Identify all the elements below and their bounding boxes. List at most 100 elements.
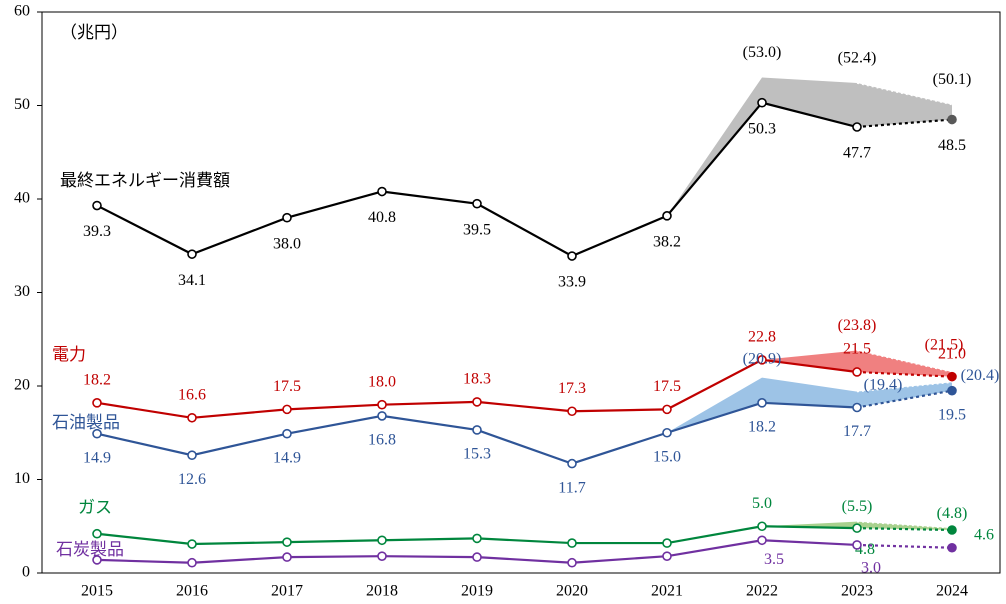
data-point [757,398,767,408]
range-label: (52.4) [838,50,877,67]
data-point [377,535,387,546]
data-point [947,542,957,553]
data-label: 38.0 [273,235,301,252]
range-label: (53.0) [743,44,782,61]
data-point [757,97,767,108]
data-point [92,528,102,539]
data-point [472,425,482,435]
data-point [757,535,767,546]
data-label: 15.0 [653,448,681,465]
data-label: 17.7 [843,423,871,440]
data-label: 34.1 [178,272,206,289]
range-band-edge [856,381,953,393]
data-point [567,557,577,568]
data-point [472,198,482,209]
data-point [662,538,672,548]
y-tick-label: 40 [14,190,30,207]
data-point [472,552,482,562]
data-label: 18.3 [463,371,491,388]
data-point [662,404,672,415]
x-tick-label: 2023 [841,583,873,600]
data-label: 47.7 [843,145,871,162]
y-tick-label: 20 [14,377,30,394]
data-point [852,122,862,132]
data-point [282,552,292,562]
data-point [757,521,767,532]
series-name: 石油製品 [52,413,120,433]
data-label: 17.3 [558,380,586,397]
data-point [377,551,387,561]
range-label: (50.1) [933,71,972,88]
y-tick-label: 60 [14,3,30,20]
data-point [377,186,387,197]
data-point [92,428,102,439]
data-label: 5.0 [752,495,772,512]
data-label: 17.5 [273,378,301,395]
range-band-edge [856,520,953,529]
data-label: 12.6 [178,471,206,488]
data-label: 11.7 [558,479,585,496]
x-tick-label: 2019 [461,583,493,600]
data-point [662,427,672,438]
data-label: 38.2 [653,234,681,251]
range-label: (23.8) [838,317,877,334]
data-label: 14.9 [273,449,301,466]
data-point [282,428,292,439]
y-tick-label: 10 [14,470,30,487]
data-point [377,399,387,410]
data-label: 14.9 [83,449,111,466]
data-point [947,525,957,535]
x-tick-label: 2015 [81,583,113,600]
x-tick-label: 2021 [651,583,683,600]
data-point [187,539,197,549]
unit-label: （兆円） [60,23,128,43]
series-name: 電力 [52,345,86,365]
data-label: 21.5 [843,341,871,358]
data-point [567,251,577,261]
range-band-edge [856,82,953,106]
data-point [567,458,577,469]
data-point [282,404,292,415]
series-line-projected [856,527,953,532]
range-band-edge [856,349,953,373]
data-label: 16.8 [368,432,396,449]
x-tick-label: 2018 [366,583,398,600]
series-line-projected [856,118,953,129]
y-tick-label: 50 [14,96,30,113]
series-line-projected [856,543,953,549]
x-tick-label: 2016 [176,583,208,600]
y-tick-label: 0 [22,564,30,581]
data-point [947,385,957,396]
data-label: 48.5 [938,137,966,154]
x-tick-label: 2024 [936,583,968,600]
data-point [282,537,292,547]
data-label: 39.5 [463,221,491,238]
data-point [187,557,197,568]
data-point [947,114,957,125]
data-point [187,249,197,259]
data-label: 22.8 [748,328,776,345]
data-point [852,367,862,377]
series-name: 石炭製品 [56,540,124,560]
data-label: 18.2 [748,419,776,436]
range-label: (5.5) [842,498,873,515]
data-point [757,355,767,365]
data-label: 18.2 [83,372,111,389]
data-label: 16.6 [178,386,206,403]
range-label: (19.4) [864,376,903,393]
data-label: 4.6 [974,527,994,544]
range-band [762,350,952,377]
data-point [187,450,197,460]
data-point [282,212,292,223]
data-label: 33.9 [558,274,586,291]
series-line-projected [856,370,953,378]
range-label: (20.9) [743,350,782,367]
y-tick-label: 30 [14,283,30,300]
series-name: 最終エネルギー消費額 [60,171,230,191]
data-point [92,555,102,565]
data-point [852,523,862,533]
data-label: 15.3 [463,446,491,463]
data-point [947,371,957,382]
data-label: 3.0 [861,560,881,577]
